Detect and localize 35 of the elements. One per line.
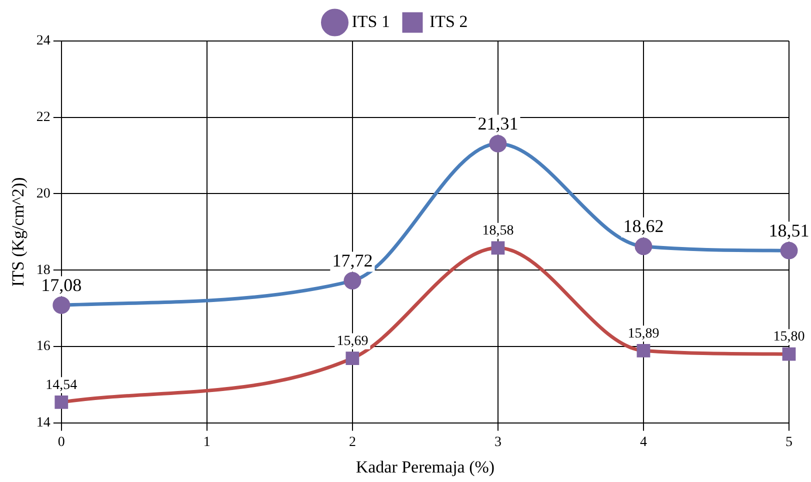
point — [346, 352, 360, 365]
x-tick-label: 5 — [786, 434, 792, 450]
x-tick-label: 2 — [348, 434, 356, 450]
x-tick-label: 3 — [494, 434, 502, 450]
y-tick-label: 16 — [36, 339, 50, 354]
data-label: 21,31 — [478, 113, 518, 134]
point — [491, 241, 505, 255]
y-tick-label: 14 — [36, 415, 50, 430]
y-tick-label: 22 — [36, 110, 50, 126]
legend-label: ITS 1 — [352, 12, 390, 31]
point — [54, 395, 68, 409]
data-label: 17,72 — [332, 250, 373, 271]
data-label: 14,54 — [46, 378, 78, 393]
data-label: 18,62 — [623, 216, 664, 236]
data-label: 15,89 — [628, 326, 660, 342]
point — [782, 347, 796, 361]
point — [634, 238, 652, 256]
y-tick-label: 24 — [36, 34, 50, 49]
point — [636, 344, 650, 358]
x-tick-label: 4 — [640, 434, 647, 450]
point — [489, 134, 507, 152]
point — [52, 296, 70, 314]
data-label: 15,80 — [773, 330, 805, 345]
data-label: 15,69 — [336, 334, 368, 349]
data-label: 17,08 — [41, 274, 82, 295]
point — [780, 242, 798, 260]
x-tick-label: 1 — [203, 434, 210, 450]
data-label: 18,58 — [482, 224, 514, 239]
legend-label: ITS 2 — [430, 12, 468, 31]
x-tick-label: 0 — [58, 434, 65, 450]
x-axis-title: Kadar Peremaja (%) — [356, 457, 495, 476]
y-axis-title: ITS (Kg/cm^2)) — [8, 177, 28, 287]
point — [344, 272, 362, 290]
data-label: 18,51 — [768, 220, 810, 240]
y-tick-label: 20 — [36, 186, 50, 202]
